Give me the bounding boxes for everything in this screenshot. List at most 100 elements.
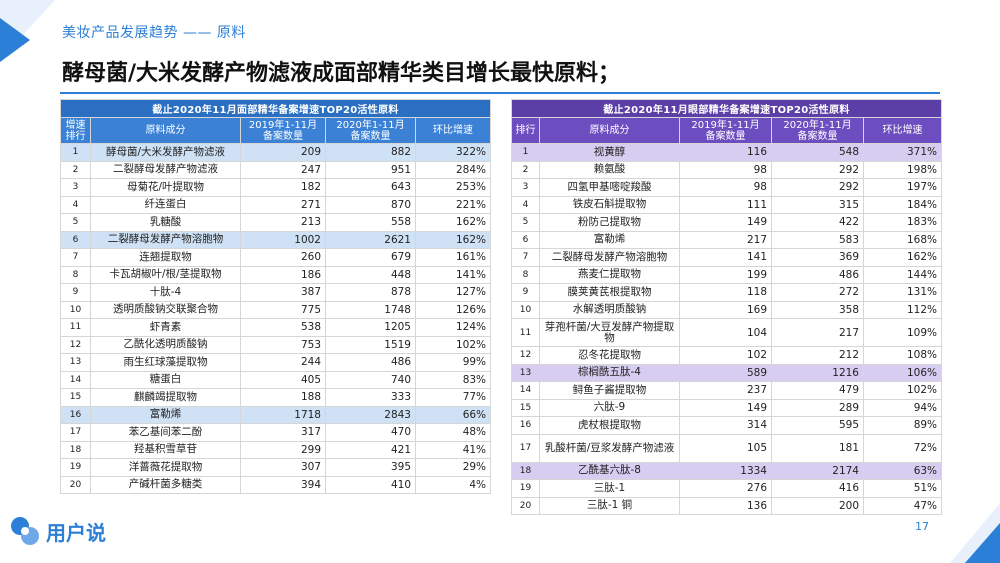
count-2020-cell: 679 — [325, 248, 416, 267]
count-2019-cell: 188 — [240, 388, 326, 407]
ingredient-cell: 麒麟竭提取物 — [90, 388, 241, 407]
ingredient-cell: 卡瓦胡椒叶/根/茎提取物 — [90, 265, 241, 284]
count-2019-cell: 247 — [240, 160, 326, 179]
rank-cell: 20 — [60, 475, 91, 494]
ingredient-cell: 糖蛋白 — [90, 370, 241, 389]
count-2019-cell: 149 — [679, 213, 772, 232]
table-row: 1 酵母菌/大米发酵产物滤液 209 882 322% — [60, 143, 492, 162]
count-2019-cell: 1718 — [240, 405, 326, 424]
table-row: 11 虾青素 538 1205 124% — [60, 318, 492, 337]
ingredient-cell: 二裂酵母发酵产物溶胞物 — [90, 230, 241, 249]
table-row: 4 纤连蛋白 271 870 221% — [60, 195, 492, 214]
growth-cell: 162% — [414, 213, 492, 232]
corner-decoration — [0, 0, 55, 62]
count-2019-cell: 111 — [679, 195, 772, 214]
ingredient-cell: 芽孢杆菌/大豆发酵产物提取物 — [539, 318, 680, 347]
growth-cell: 141% — [414, 265, 492, 284]
rank-cell: 14 — [511, 381, 540, 400]
count-2020-cell: 486 — [771, 265, 864, 284]
table-row: 13 棕榈酰五肽-4 589 1216 106% — [511, 363, 943, 382]
count-2020-cell: 1205 — [325, 318, 416, 337]
ingredient-cell: 连翘提取物 — [90, 248, 241, 267]
count-2020-cell: 200 — [771, 496, 864, 515]
count-2020-cell: 486 — [325, 353, 416, 372]
ingredient-cell: 水解透明质酸钠 — [539, 300, 680, 319]
section-subtitle: 美妆产品发展趋势 —— 原料 — [62, 25, 246, 41]
table-row: 3 四氢甲基嘧啶羧酸 98 292 197% — [511, 178, 943, 197]
rank-cell: 9 — [511, 283, 540, 302]
eye-serum-table-panel: 截止2020年11月眼部精华备案增速TOP20活性原料 排行 原料成分 2019年1… — [510, 99, 943, 515]
table-row: 8 燕麦仁提取物 199 486 144% — [511, 265, 943, 284]
count-2019-cell: 118 — [679, 283, 772, 302]
count-2019-cell: 276 — [679, 479, 772, 498]
growth-cell: 48% — [414, 423, 492, 442]
table-row: 5 粉防己提取物 149 422 183% — [511, 213, 943, 232]
table-row: 9 膜荚黄芪根提取物 118 272 131% — [511, 283, 943, 302]
rank-cell: 8 — [511, 265, 540, 284]
count-2019-cell: 116 — [679, 143, 772, 162]
growth-cell: 106% — [862, 363, 943, 382]
rank-cell: 4 — [60, 195, 91, 214]
ingredient-cell: 膜荚黄芪根提取物 — [539, 283, 680, 302]
corner-decoration — [950, 503, 1000, 563]
rank-cell: 4 — [511, 195, 540, 214]
growth-cell: 51% — [862, 479, 943, 498]
count-2020-cell: 416 — [771, 479, 864, 498]
table-row: 4 铁皮石斛提取物 111 315 184% — [511, 195, 943, 214]
count-2019-cell: 589 — [679, 363, 772, 382]
growth-cell: 126% — [414, 300, 492, 319]
column-header: 2020年1-11月 备案数量 — [325, 117, 416, 144]
count-2019-cell: 98 — [679, 160, 772, 179]
column-header: 排行 — [511, 117, 540, 144]
count-2019-cell: 394 — [240, 475, 326, 494]
rank-cell: 5 — [511, 213, 540, 232]
table-row: 8 卡瓦胡椒叶/根/茎提取物 186 448 141% — [60, 265, 492, 284]
ingredient-cell: 酵母菌/大米发酵产物滤液 — [90, 143, 241, 162]
column-header: 增速 排行 — [60, 117, 91, 144]
growth-cell: 253% — [414, 178, 492, 197]
growth-cell: 41% — [414, 440, 492, 459]
count-2019-cell: 186 — [240, 265, 326, 284]
rank-cell: 7 — [511, 248, 540, 267]
growth-cell: 94% — [862, 398, 943, 417]
rank-cell: 11 — [511, 318, 540, 347]
table-row: 19 三肽-1 276 416 51% — [511, 479, 943, 498]
ingredient-cell: 忍冬花提取物 — [539, 346, 680, 365]
table-row: 17 苯乙基间苯二酚 317 470 48% — [60, 423, 492, 442]
count-2020-cell: 882 — [325, 143, 416, 162]
face-serum-table: 截止2020年11月面部精华备案增速TOP20活性原料 增速 排行 原料成分 2019… — [59, 99, 492, 494]
ingredient-cell: 四氢甲基嘧啶羧酸 — [539, 178, 680, 197]
rank-cell: 12 — [511, 346, 540, 365]
rank-cell: 2 — [511, 160, 540, 179]
growth-cell: 66% — [414, 405, 492, 424]
growth-cell: 322% — [414, 143, 492, 162]
ingredient-cell: 赖氨酸 — [539, 160, 680, 179]
count-2020-cell: 583 — [771, 230, 864, 249]
rank-cell: 6 — [60, 230, 91, 249]
face-serum-table-panel: 截止2020年11月面部精华备案增速TOP20活性原料 增速 排行 原料成分 2019… — [59, 99, 492, 494]
table-row: 10 水解透明质酸钠 169 358 112% — [511, 300, 943, 319]
table-row: 14 糖蛋白 405 740 83% — [60, 370, 492, 389]
count-2020-cell: 333 — [325, 388, 416, 407]
brand-logo: 用户说 — [8, 514, 106, 548]
table-row: 10 透明质酸钠交联聚合物 775 1748 126% — [60, 300, 492, 319]
ingredient-cell: 三肽-1 — [539, 479, 680, 498]
growth-cell: 197% — [862, 178, 943, 197]
table-caption: 截止2020年11月面部精华备案增速TOP20活性原料 — [59, 99, 492, 118]
growth-cell: 72% — [862, 433, 943, 463]
column-header: 环比增速 — [414, 117, 492, 144]
count-2019-cell: 260 — [240, 248, 326, 267]
table-row: 13 雨生红球藻提取物 244 486 99% — [60, 353, 492, 372]
count-2020-cell: 369 — [771, 248, 864, 267]
table-row: 11 芽孢杆菌/大豆发酵产物提取物 104 217 109% — [511, 318, 943, 347]
count-2020-cell: 2843 — [325, 405, 416, 424]
rank-cell: 18 — [511, 461, 540, 480]
count-2020-cell: 1216 — [771, 363, 864, 382]
count-2019-cell: 169 — [679, 300, 772, 319]
growth-cell: 162% — [414, 230, 492, 249]
count-2019-cell: 405 — [240, 370, 326, 389]
count-2019-cell: 244 — [240, 353, 326, 372]
count-2019-cell: 213 — [240, 213, 326, 232]
count-2019-cell: 136 — [679, 496, 772, 515]
growth-cell: 131% — [862, 283, 943, 302]
